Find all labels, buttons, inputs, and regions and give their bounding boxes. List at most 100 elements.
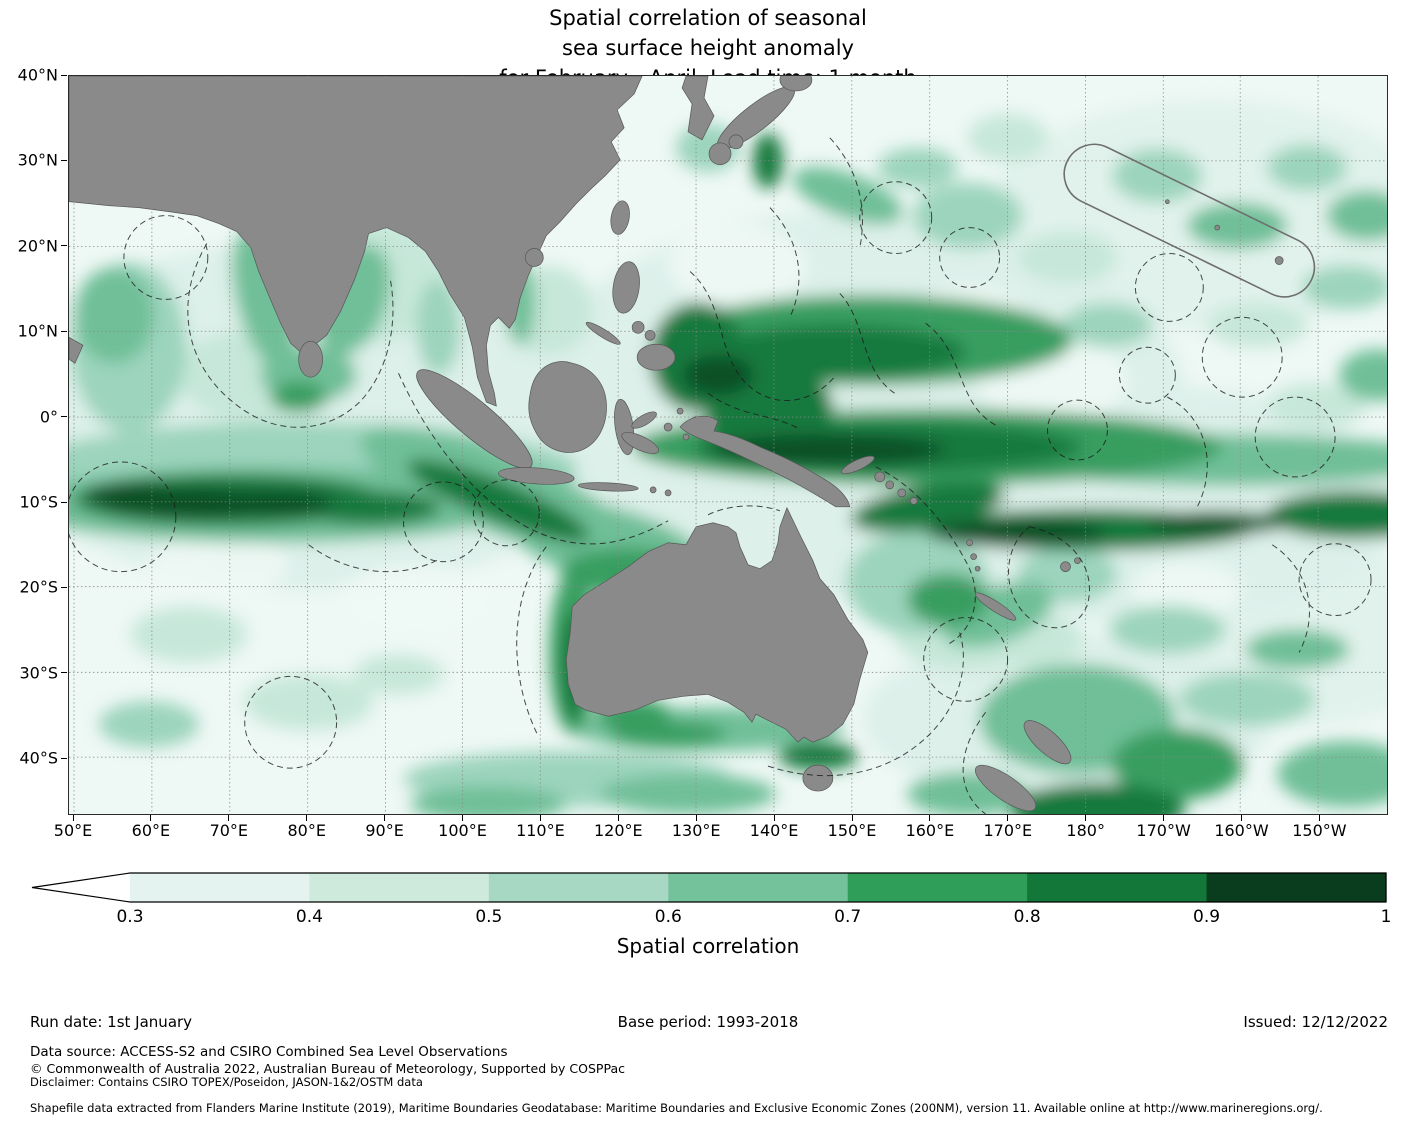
colorbar: [30, 872, 1388, 903]
x-tick-label: 140°E: [749, 821, 799, 840]
y-tick-label: 30°S: [19, 663, 58, 683]
x-tick-mark: [695, 815, 697, 821]
land-fiji: [1060, 561, 1071, 573]
x-tick-label: 100°E: [438, 821, 487, 840]
land-japan-kyushu: [708, 142, 732, 166]
land-nz-south-island: [974, 764, 1037, 812]
colorbar-tick-label: 0.5: [475, 907, 503, 927]
land-sumatra: [416, 369, 533, 469]
y-tick-label: 10°N: [17, 321, 58, 341]
x-tick-label: 170°W: [1136, 821, 1191, 840]
land-mindanao: [636, 343, 676, 371]
land-australia: [565, 506, 869, 743]
colorbar-tick-label: 0.9: [1193, 907, 1221, 927]
x-tick-mark: [539, 815, 541, 821]
correlation-map: [69, 76, 1387, 814]
land-korea: [681, 76, 715, 141]
run-date-text: Run date: 1st January: [30, 1013, 193, 1031]
colorbar-outline: [31, 872, 1387, 903]
x-tick-label: 150°E: [827, 821, 877, 840]
colorbar-extend-arrow: [32, 873, 130, 902]
y-tick-mark: [61, 74, 67, 76]
land-taiwan: [610, 200, 630, 235]
x-tick-label: 120°E: [593, 821, 643, 840]
eez-boundaries: [69, 137, 1372, 814]
land-hainan: [524, 248, 544, 267]
x-tick-label: 160°E: [905, 821, 955, 840]
x-tick-mark: [228, 815, 230, 821]
colorbar-segment: [488, 873, 669, 902]
shapefile-attribution-text: Shapefile data extracted from Flanders M…: [30, 1101, 1323, 1115]
x-tick-mark: [462, 815, 463, 821]
copyright-text: © Commonwealth of Australia 2022, Austra…: [30, 1061, 625, 1076]
map-plot-area: [68, 75, 1388, 815]
colorbar-segment: [1027, 873, 1208, 902]
graticule: [69, 76, 1387, 814]
landmasses: [69, 76, 1284, 812]
colorbar-tick-label: 0.7: [834, 907, 862, 927]
x-tick-mark: [1007, 815, 1009, 821]
land-somalia-sliver: [69, 336, 84, 364]
x-tick-label: 160°W: [1214, 821, 1269, 840]
land-new-guinea: [679, 415, 851, 508]
land-new-caledonia: [974, 592, 1017, 621]
y-tick-mark: [61, 501, 67, 503]
land-vanuatu: [966, 539, 973, 547]
colorbar-tick-label: 0.6: [654, 907, 682, 927]
land-visayas: [631, 320, 645, 334]
colorbar-segment: [668, 873, 849, 902]
x-tick-label: 170°E: [983, 821, 1033, 840]
x-tick-mark: [851, 815, 853, 821]
land-asia: [69, 76, 643, 407]
correlation-field: [69, 100, 1387, 814]
x-tick-label: 130°E: [671, 821, 721, 840]
x-tick-mark: [150, 815, 152, 821]
disclaimer-text: Disclaimer: Contains CSIRO TOPEX/Poseido…: [30, 1075, 423, 1089]
land-new-britain: [841, 455, 875, 475]
colorbar-segment: [130, 873, 311, 902]
data-source-text: Data source: ACCESS-S2 and CSIRO Combine…: [30, 1044, 508, 1060]
y-tick-mark: [61, 330, 67, 332]
land-tasmania: [802, 764, 834, 792]
colorbar-tick-label: 0.4: [295, 907, 323, 927]
y-tick-mark: [61, 245, 67, 247]
y-tick-mark: [61, 159, 67, 161]
x-tick-mark: [384, 815, 386, 821]
x-tick-label: 50°E: [53, 821, 93, 840]
hawaii-eez-outline: [1063, 143, 1316, 298]
land-visayas2: [644, 329, 656, 341]
colorbar-tick-label: 1: [1380, 907, 1392, 927]
chart-title-line1: Spatial correlation of seasonal: [549, 6, 867, 30]
land-palawan: [585, 321, 621, 345]
colorbar-tick-label: 0.8: [1013, 907, 1041, 927]
x-tick-mark: [1241, 815, 1242, 821]
y-tick-label: 30°N: [17, 150, 58, 170]
colorbar-gradient: [31, 872, 1387, 903]
x-tick-label: 110°E: [516, 821, 565, 840]
y-tick-label: 40°N: [17, 65, 58, 85]
y-tick-mark: [61, 672, 67, 674]
x-tick-mark: [773, 815, 775, 821]
y-tick-label: 20°N: [17, 236, 58, 256]
x-tick-mark: [306, 815, 308, 821]
land-lesser-sunda: [577, 482, 639, 492]
x-tick-label: 180°: [1066, 821, 1105, 840]
x-tick-mark: [617, 815, 619, 821]
land-moluccas: [663, 422, 673, 432]
y-tick-label: 10°S: [19, 492, 58, 512]
colorbar-segment: [847, 873, 1028, 902]
y-tick-label: 20°S: [19, 577, 58, 597]
y-tick-mark: [61, 586, 67, 588]
land-java: [498, 467, 575, 485]
y-tick-label: 0°: [39, 407, 58, 427]
land-borneo: [528, 361, 607, 453]
x-tick-label: 80°E: [287, 821, 326, 840]
y-tick-mark: [61, 416, 67, 418]
land-nz-north-island: [1023, 720, 1072, 765]
land-solomons: [885, 480, 895, 490]
land-sri-lanka: [298, 340, 323, 378]
land-japan-shikoku: [728, 134, 744, 150]
x-tick-mark: [929, 815, 931, 821]
land-japan-hokkaido: [779, 76, 813, 92]
